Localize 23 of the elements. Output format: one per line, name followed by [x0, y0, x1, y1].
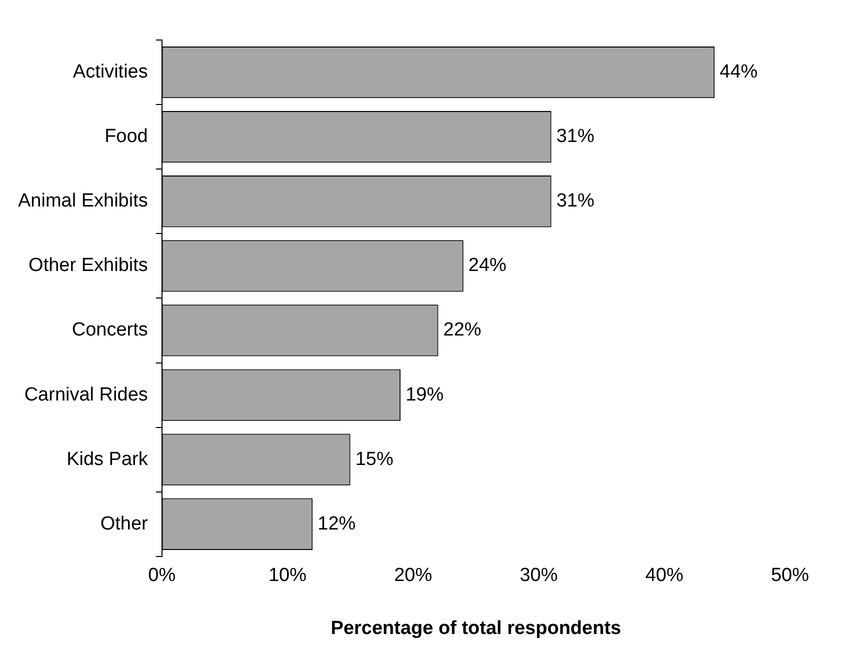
x-tick-label: 10%: [268, 565, 307, 586]
y-tick-label: Kids Park: [66, 448, 148, 470]
x-tick-label: 30%: [520, 565, 558, 586]
y-tick-label: Food: [104, 126, 148, 148]
y-tick-label: Concerts: [72, 320, 148, 341]
x-tick-label: 0%: [148, 565, 176, 586]
data-label: 19%: [406, 384, 444, 406]
data-label: 31%: [556, 190, 594, 212]
y-tick-label: Activities: [72, 62, 148, 83]
y-tick-label: Other: [100, 513, 149, 534]
x-tick-label: 20%: [394, 565, 432, 586]
y-tick-label: Animal Exhibits: [18, 190, 148, 212]
data-label: 15%: [355, 448, 394, 470]
data-label: 31%: [556, 126, 594, 148]
data-label: 12%: [318, 513, 356, 534]
y-tick-label: Carnival Rides: [24, 384, 148, 406]
y-tick-label: Other Exhibits: [28, 255, 148, 276]
data-label: 22%: [443, 320, 482, 341]
x-tick-label: 40%: [645, 565, 684, 586]
x-tick-label: 50%: [770, 565, 810, 586]
data-label: 44%: [720, 62, 758, 83]
data-label: 24%: [468, 255, 507, 276]
x-axis-title: Percentage of total respondents: [330, 618, 622, 639]
